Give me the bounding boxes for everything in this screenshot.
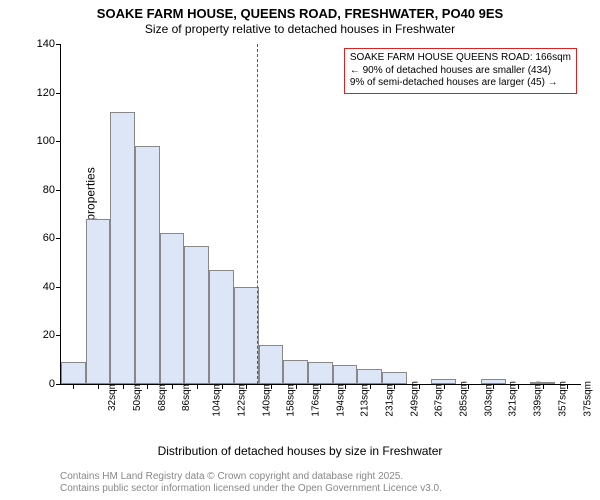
histogram-bar <box>209 270 234 384</box>
histogram-bar <box>382 372 407 384</box>
xtick-mark <box>98 384 99 389</box>
ytick-label: 120 <box>27 87 55 99</box>
xtick-mark <box>73 384 74 389</box>
histogram-bar <box>110 112 135 384</box>
xtick-label: 50sqm <box>132 381 143 411</box>
xtick-mark <box>222 384 223 389</box>
ytick-label: 60 <box>27 232 55 244</box>
xtick-mark <box>468 384 469 389</box>
xtick-mark <box>543 384 544 389</box>
annotation-box: SOAKE FARM HOUSE QUEENS ROAD: 166sqm ← 9… <box>344 48 577 94</box>
ytick-mark <box>56 287 61 288</box>
ytick-mark <box>56 384 61 385</box>
plot-area: 02040608010012014032sqm50sqm68sqm86sqm10… <box>60 44 581 385</box>
histogram-bar <box>86 219 111 384</box>
footer-line-2: Contains public sector information licen… <box>60 483 442 494</box>
ytick-mark <box>56 190 61 191</box>
ytick-mark <box>56 335 61 336</box>
xtick-mark <box>419 384 420 389</box>
histogram-bar <box>333 365 358 384</box>
histogram-bar <box>135 146 160 384</box>
xtick-mark <box>271 384 272 389</box>
xtick-label: 375sqm <box>582 381 593 417</box>
histogram-bar <box>357 369 382 384</box>
ytick-mark <box>56 93 61 94</box>
ytick-mark <box>56 141 61 142</box>
marker-line <box>257 44 258 384</box>
xtick-mark <box>493 384 494 389</box>
xtick-mark <box>345 384 346 389</box>
xtick-label: 68sqm <box>157 381 168 411</box>
ytick-label: 0 <box>27 378 55 390</box>
ytick-label: 100 <box>27 135 55 147</box>
chart-title-sub: Size of property relative to detached ho… <box>0 22 600 36</box>
xtick-mark <box>320 384 321 389</box>
histogram-bar <box>234 287 259 384</box>
ytick-mark <box>56 238 61 239</box>
xtick-mark <box>518 384 519 389</box>
xtick-label: 32sqm <box>107 381 118 411</box>
histogram-bar <box>259 345 284 384</box>
histogram-bar <box>160 233 185 384</box>
xtick-label: 86sqm <box>181 381 192 411</box>
footer-line-1: Contains HM Land Registry data © Crown c… <box>60 471 403 482</box>
xtick-mark <box>172 384 173 389</box>
xtick-mark <box>370 384 371 389</box>
xtick-mark <box>246 384 247 389</box>
chart-container: SOAKE FARM HOUSE, QUEENS ROAD, FRESHWATE… <box>0 0 600 500</box>
ytick-label: 40 <box>27 281 55 293</box>
xtick-mark <box>567 384 568 389</box>
chart-title-main: SOAKE FARM HOUSE, QUEENS ROAD, FRESHWATE… <box>0 6 600 21</box>
histogram-bar <box>283 360 308 384</box>
xtick-mark <box>123 384 124 389</box>
xtick-mark <box>296 384 297 389</box>
xtick-mark <box>444 384 445 389</box>
ytick-mark <box>56 44 61 45</box>
ytick-label: 80 <box>27 184 55 196</box>
ytick-label: 20 <box>27 329 55 341</box>
histogram-bar <box>308 362 333 384</box>
xtick-mark <box>394 384 395 389</box>
annotation-line2: ← 90% of detached houses are smaller (43… <box>350 65 571 78</box>
annotation-line3: 9% of semi-detached houses are larger (4… <box>350 77 571 90</box>
annotation-line1: SOAKE FARM HOUSE QUEENS ROAD: 166sqm <box>350 52 571 65</box>
histogram-bar <box>61 362 86 384</box>
ytick-label: 140 <box>27 38 55 50</box>
histogram-bar <box>184 246 209 384</box>
xtick-mark <box>197 384 198 389</box>
xtick-mark <box>147 384 148 389</box>
x-axis-label: Distribution of detached houses by size … <box>0 444 600 458</box>
